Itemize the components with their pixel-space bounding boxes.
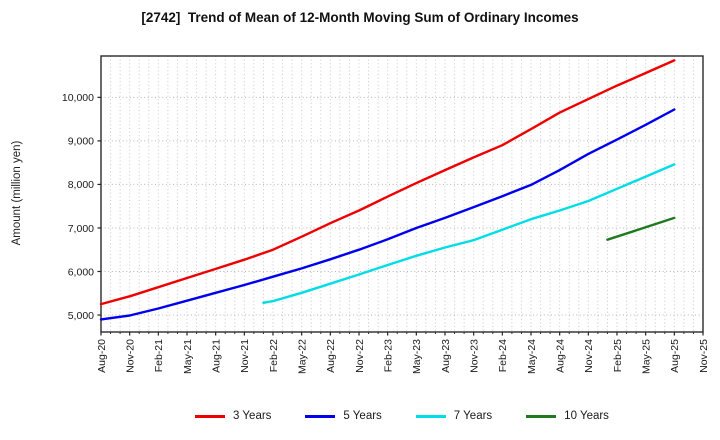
x-tick-label: Aug-22	[325, 339, 337, 373]
x-tick-label: Feb-22	[268, 339, 280, 372]
legend-item-7-years: 7 Years	[415, 410, 493, 422]
series-line-10-years	[606, 216, 676, 241]
x-tick-label: Aug-20	[96, 339, 108, 373]
x-tick-label: Aug-23	[440, 339, 452, 373]
x-tick-label: Nov-21	[239, 339, 251, 373]
x-tick-label: Feb-23	[382, 339, 394, 372]
x-tick-label: Nov-20	[124, 339, 136, 373]
series-line-5-years	[99, 108, 676, 321]
legend-swatch-10-years	[526, 414, 557, 418]
y-tick-label: 10,000	[62, 92, 94, 104]
y-tick-label: 7,000	[68, 223, 94, 235]
y-tick-label: 6,000	[68, 266, 94, 278]
x-tick-label: Nov-23	[468, 339, 480, 373]
x-tick-label: Aug-21	[210, 339, 222, 373]
y-tick-label: 5,000	[68, 310, 94, 322]
legend-label-7-years: 7 Years	[453, 410, 493, 422]
x-tick-label: Nov-24	[583, 339, 595, 373]
legend-label-5-years: 5 Years	[343, 410, 382, 422]
legend-label-10-years: 10 Years	[564, 410, 609, 422]
x-tick-label: Aug-25	[669, 339, 681, 373]
x-tick-label: Feb-25	[612, 339, 624, 372]
legend-item-10-years: 10 Years	[526, 410, 609, 422]
chart-title: [2742] Trend of Mean of 12-Month Moving …	[141, 10, 579, 25]
legend-item-5-years: 5 Years	[305, 410, 382, 422]
x-tick-label: May-24	[526, 339, 538, 374]
legend-swatch-5-years	[305, 414, 336, 418]
x-tick-label: May-21	[182, 339, 194, 374]
x-tick-label: Feb-21	[153, 339, 165, 372]
x-tick-label: Feb-24	[497, 339, 509, 372]
legend: 3 Years 5 Years 7 Years 10 Years	[101, 405, 703, 427]
legend-item-3-years: 3 Years	[195, 410, 271, 422]
x-tick-label: May-23	[411, 339, 423, 374]
y-tick-label: 8,000	[68, 179, 94, 191]
legend-label-3-years: 3 Years	[233, 410, 272, 422]
series-line-7-years	[262, 163, 676, 304]
legend-swatch-3-years	[195, 414, 226, 418]
x-tick-label: Aug-24	[554, 339, 566, 373]
y-tick-label: 9,000	[68, 136, 94, 148]
plot-frame	[100, 55, 704, 333]
series-line-3-years	[99, 59, 676, 306]
x-tick-label: May-25	[640, 339, 652, 374]
x-tick-label: Nov-22	[354, 339, 366, 373]
x-tick-label: May-22	[296, 339, 308, 374]
x-tick-label: Nov-25	[698, 339, 710, 373]
legend-swatch-7-years	[415, 414, 446, 418]
